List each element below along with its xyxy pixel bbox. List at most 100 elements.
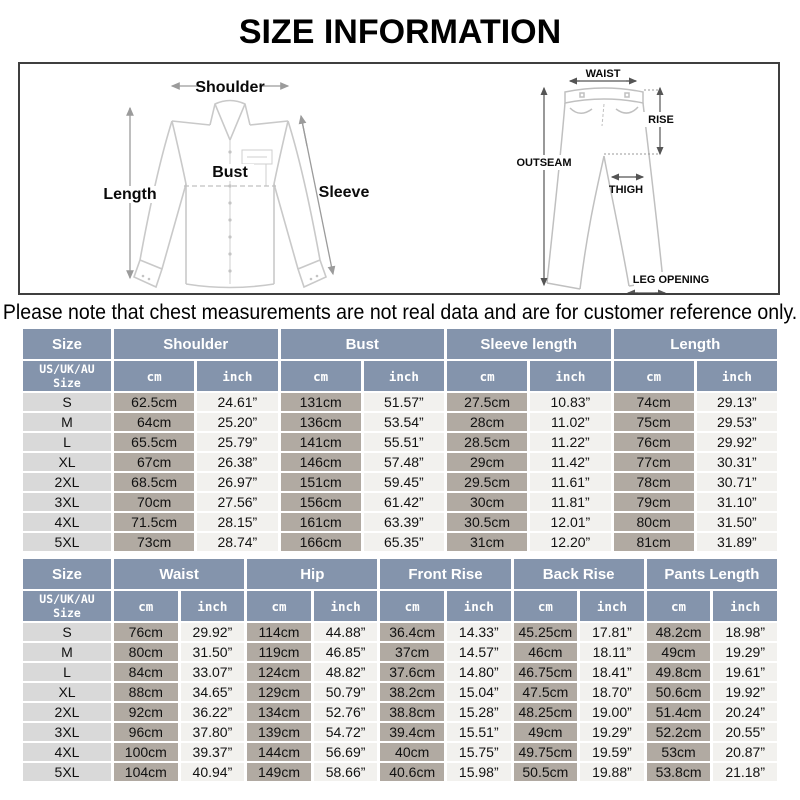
size-row: XL 67cm 26.38” 146cm 57.48” 29cm 11.42” 77cm 30.… [23, 453, 777, 471]
cm-value-cell: 52.2cm [646, 723, 711, 741]
inch-value-cell: 46.85” [313, 643, 378, 661]
inch-value-cell: 15.28” [446, 703, 511, 721]
cm-value-cell: 50.6cm [646, 683, 711, 701]
inch-value-cell: 19.29” [580, 723, 644, 741]
cm-value-cell: 149cm [247, 763, 311, 781]
inch-value-cell: 29.92” [180, 623, 245, 641]
shirt-diagram: Shoulder Length Bust Sleeve [101, 79, 370, 289]
inch-value-cell: 28.74” [197, 533, 278, 551]
inch-value-cell: 18.11” [580, 643, 644, 661]
cm-value-cell: 114cm [247, 623, 311, 641]
inch-value-cell: 15.75” [446, 743, 511, 761]
unit-cm-header: cm [247, 591, 311, 621]
cm-value-cell: 50.5cm [513, 763, 578, 781]
inch-value-cell: 14.80” [446, 663, 511, 681]
cm-value-cell: 161cm [280, 513, 361, 531]
inch-value-cell: 11.22” [530, 433, 611, 451]
inch-value-cell: 21.18” [713, 763, 777, 781]
shirt-size-table: Size Shoulder Bust Sleeve length Length US/UK… [20, 327, 780, 553]
inch-value-cell: 18.70” [580, 683, 644, 701]
unit-inch-header: inch [180, 591, 245, 621]
inch-value-cell: 29.13” [696, 393, 777, 411]
inch-value-cell: 11.61” [530, 473, 611, 491]
reference-note: Please note that chest measurements are … [2, 300, 798, 324]
cm-value-cell: 134cm [247, 703, 311, 721]
size-row: S 76cm 29.92” 114cm 44.88” 36.4cm 14.33” 45.25c… [23, 623, 777, 641]
inch-value-cell: 20.55” [713, 723, 777, 741]
size-label-cell: M [23, 643, 111, 661]
measurement-diagram-box: Shoulder Length Bust Sleeve [18, 62, 780, 295]
inch-value-cell: 19.92” [713, 683, 777, 701]
inch-value-cell: 33.07” [180, 663, 245, 681]
inch-value-cell: 15.51” [446, 723, 511, 741]
inch-value-cell: 51.57” [363, 393, 444, 411]
size-standard-header: US/UK/AU Size [23, 361, 111, 391]
shoulder-label: Shoulder [195, 79, 264, 96]
cm-value-cell: 29cm [447, 453, 528, 471]
inch-value-cell: 61.42” [363, 493, 444, 511]
inch-value-cell: 14.33” [446, 623, 511, 641]
cm-value-cell: 53.8cm [646, 763, 711, 781]
cm-value-cell: 104cm [114, 763, 178, 781]
size-label-cell: XL [23, 683, 111, 701]
size-row: 3XL 70cm 27.56” 156cm 61.42” 30cm 11.81” 79cm 31… [23, 493, 777, 511]
measurement-group-header: Length [613, 329, 777, 359]
measurement-group-header: Waist [114, 559, 245, 589]
cm-value-cell: 39.4cm [380, 723, 444, 741]
size-label-cell: L [23, 663, 111, 681]
inch-value-cell: 29.53” [696, 413, 777, 431]
inch-value-cell: 11.42” [530, 453, 611, 471]
inch-value-cell: 59.45” [363, 473, 444, 491]
inch-value-cell: 19.59” [580, 743, 644, 761]
size-row: 5XL 104cm 40.94” 149cm 58.66” 40.6cm 15.98” 50.… [23, 763, 777, 781]
cm-value-cell: 67cm [114, 453, 195, 471]
sleeve-label: Sleeve [319, 184, 370, 201]
inch-value-cell: 40.94” [180, 763, 245, 781]
inch-value-cell: 39.37” [180, 743, 245, 761]
size-row: 2XL 68.5cm 26.97” 151cm 59.45” 29.5cm 11.61” 78… [23, 473, 777, 491]
size-label-cell: M [23, 413, 111, 431]
inch-value-cell: 31.10” [696, 493, 777, 511]
inch-value-cell: 12.01” [530, 513, 611, 531]
unit-cm-header: cm [380, 591, 444, 621]
inch-value-cell: 53.54” [363, 413, 444, 431]
thigh-label: THIGH [609, 184, 643, 196]
cm-value-cell: 77cm [613, 453, 694, 471]
inch-value-cell: 12.20” [530, 533, 611, 551]
cm-value-cell: 146cm [280, 453, 361, 471]
reference-note-wrap: Please note that chest measurements are … [0, 299, 800, 326]
unit-cm-header: cm [447, 361, 528, 391]
inch-value-cell: 11.81” [530, 493, 611, 511]
size-row: L 84cm 33.07” 124cm 48.82” 37.6cm 14.80” 46.75c… [23, 663, 777, 681]
inch-value-cell: 14.57” [446, 643, 511, 661]
unit-inch-header: inch [580, 591, 644, 621]
size-label-cell: 5XL [23, 533, 111, 551]
size-label-cell: 3XL [23, 493, 111, 511]
cm-value-cell: 129cm [247, 683, 311, 701]
cm-value-cell: 141cm [280, 433, 361, 451]
cm-value-cell: 30.5cm [447, 513, 528, 531]
inch-value-cell: 19.61” [713, 663, 777, 681]
cm-value-cell: 80cm [613, 513, 694, 531]
inch-value-cell: 57.48” [363, 453, 444, 471]
cm-value-cell: 100cm [114, 743, 178, 761]
size-row: 2XL 92cm 36.22” 134cm 52.76” 38.8cm 15.28” 48.2… [23, 703, 777, 721]
inch-value-cell: 27.56” [197, 493, 278, 511]
unit-inch-header: inch [713, 591, 777, 621]
page-title: SIZE INFORMATION [238, 13, 562, 51]
inch-value-cell: 11.02” [530, 413, 611, 431]
inch-value-cell: 20.24” [713, 703, 777, 721]
pants-size-table-container: Size Waist Hip Front Rise Back Rise Pants Len… [20, 557, 780, 783]
inch-value-cell: 24.61” [197, 393, 278, 411]
size-column-header: Size [23, 329, 111, 359]
measurement-group-header: Shoulder [114, 329, 278, 359]
cm-value-cell: 84cm [114, 663, 178, 681]
inch-value-cell: 19.29” [713, 643, 777, 661]
inch-value-cell: 26.97” [197, 473, 278, 491]
size-row: 5XL 73cm 28.74” 166cm 65.35” 31cm 12.20” 81cm 31… [23, 533, 777, 551]
cm-value-cell: 80cm [114, 643, 178, 661]
inch-value-cell: 19.00” [580, 703, 644, 721]
cm-value-cell: 75cm [613, 413, 694, 431]
cm-value-cell: 79cm [613, 493, 694, 511]
inch-value-cell: 25.79” [197, 433, 278, 451]
